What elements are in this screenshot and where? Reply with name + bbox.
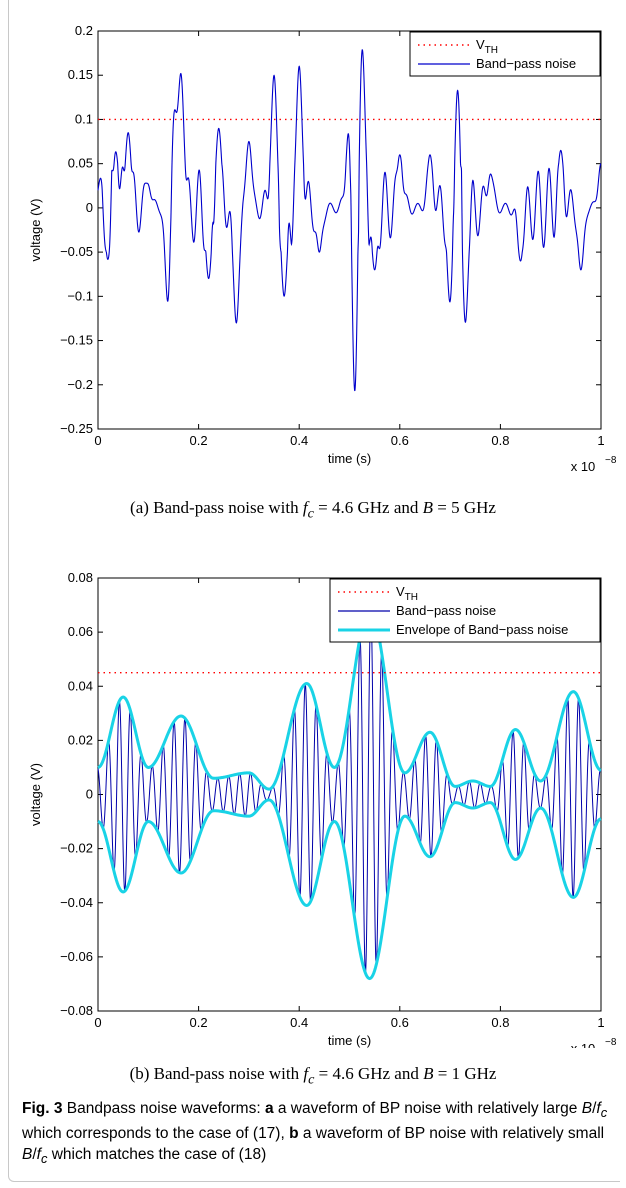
x-tick-label: 0.6 [391, 433, 409, 448]
x-tick-label: 1 [597, 433, 604, 448]
plot-frame [97, 577, 602, 1012]
y-tick-label: 0.02 [68, 732, 93, 747]
plot-frame [97, 30, 602, 430]
x-tick-label: 0.2 [190, 433, 208, 448]
x-exponent-power: −8 [605, 1037, 617, 1048]
y-tick-label: 0.04 [68, 678, 93, 693]
y-tick-label: −0.1 [67, 288, 93, 303]
x-tick-label: 0.4 [290, 433, 308, 448]
subcaption-a: (a) Band-pass noise with fc = 4.6 GHz an… [130, 498, 496, 522]
y-tick-label: 0.05 [68, 156, 93, 171]
legend-entry: Band−pass noise [396, 603, 496, 618]
x-tick-label: 1 [597, 1015, 604, 1030]
y-tick-label: 0.08 [68, 570, 93, 585]
x-exponent-power: −8 [605, 455, 617, 466]
envelope-upper-line [97, 608, 602, 791]
y-tick-label: −0.02 [60, 841, 93, 856]
y-tick-label: −0.25 [60, 421, 93, 436]
envelope-lower-line [97, 798, 602, 981]
y-tick-label: 0.1 [75, 111, 93, 126]
y-tick-label: −0.06 [60, 949, 93, 964]
y-tick-label: −0.08 [60, 1003, 93, 1018]
x-tick-label: 0.2 [190, 1015, 208, 1030]
y-axis-label: voltage (V) [28, 199, 43, 262]
y-tick-label: −0.2 [67, 377, 93, 392]
y-tick-label: −0.05 [60, 244, 93, 259]
y-tick-label: −0.04 [60, 895, 93, 910]
chart-a: 0 0.2 0.4 0.6 0.8 1 0.2 0.15 0.1 0.05 0 −0.05 −0.1 −0… [28, 23, 617, 474]
chart-b: 0 0.2 0.4 0.6 0.8 1 0.08 0.06 0.04 0.02 0 −0.02 −0.0… [28, 570, 617, 1048]
y-axis-label: voltage (V) [28, 763, 43, 826]
legend-entry: Envelope of Band−pass noise [396, 622, 568, 637]
x-axis-label: time (s) [328, 1033, 371, 1048]
x-exponent-label: x 10 [571, 459, 596, 474]
y-tick-label: 0.06 [68, 624, 93, 639]
figure-caption: Fig. 3 Bandpass noise waveforms: a a wav… [22, 1100, 608, 1167]
x-tick-label: 0 [94, 433, 101, 448]
x-tick-label: 0.4 [290, 1015, 308, 1030]
y-tick-label: 0.2 [75, 23, 93, 38]
figure-frame [8, 0, 620, 1182]
x-axis-label: time (s) [328, 451, 371, 466]
y-tick-label: 0.15 [68, 67, 93, 82]
noise-series-line [97, 49, 602, 392]
y-tick-label: 0 [86, 200, 93, 215]
figure-label: Fig. 3 [22, 1100, 63, 1117]
x-exponent-label: x 10 [571, 1041, 596, 1048]
legend-box [409, 31, 601, 77]
x-tick-label: 0.8 [491, 1015, 509, 1030]
x-tick-label: 0.6 [391, 1015, 409, 1030]
x-tick-label: 0.8 [491, 433, 509, 448]
subcaption-b: (b) Band-pass noise with fc = 4.6 GHz an… [129, 1064, 497, 1088]
noise-series-line [97, 610, 602, 974]
y-tick-label: 0 [86, 787, 93, 802]
x-tick-label: 0 [94, 1015, 101, 1030]
legend-entry: Band−pass noise [476, 56, 576, 71]
y-tick-label: −0.15 [60, 333, 93, 348]
